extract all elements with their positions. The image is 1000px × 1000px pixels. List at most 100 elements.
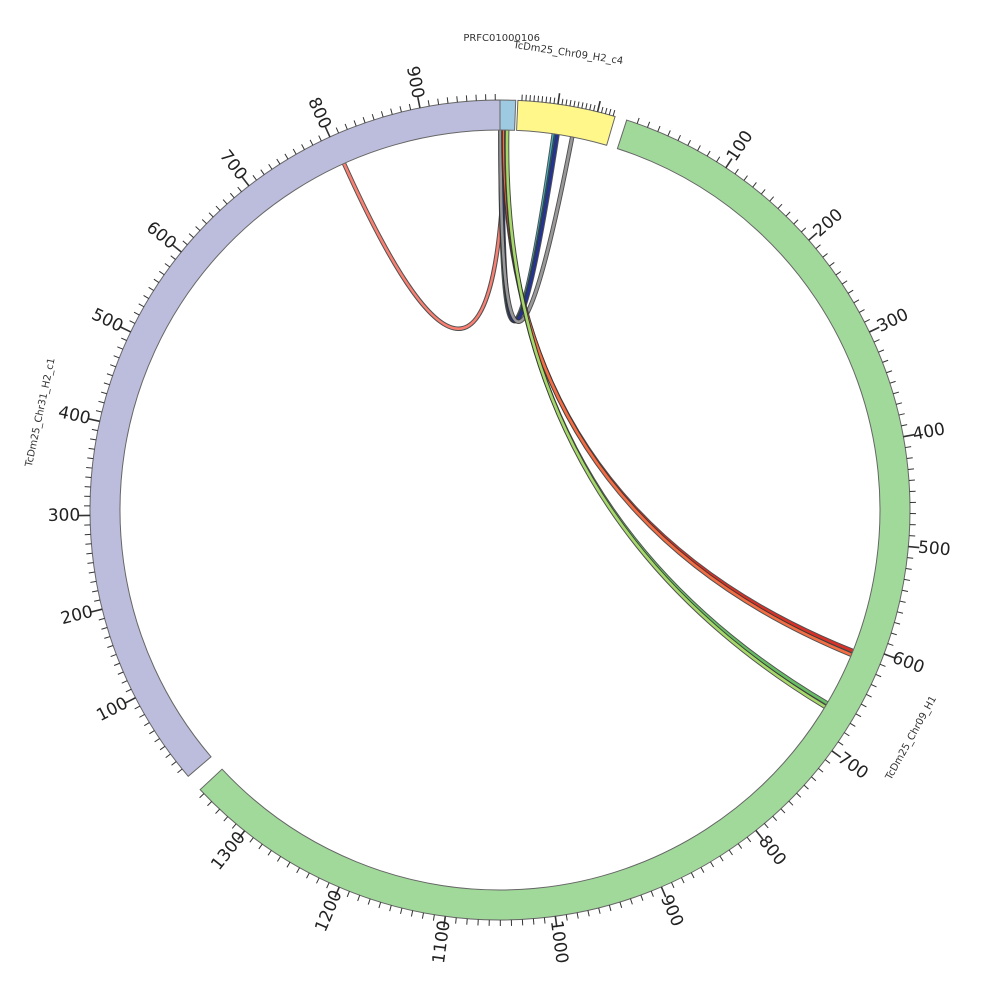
- tick-h1-1200: [334, 886, 340, 898]
- tick-c1-890: [408, 103, 412, 110]
- tick-h1-530: [903, 578, 911, 581]
- tick-h1-550: [899, 600, 906, 603]
- tick-h1-350: [889, 380, 896, 384]
- tick-c1-730: [268, 163, 273, 170]
- tick-h1-290: [864, 318, 870, 323]
- tick-label-h1-800: 800: [754, 832, 790, 870]
- tick-c1-820: [344, 123, 348, 130]
- tick-c1-160: [107, 645, 114, 648]
- tick-h1-200: [808, 232, 818, 241]
- tick-c1-120: [121, 680, 128, 684]
- tick-label-h1-1300: 1300: [207, 828, 250, 874]
- tick-c1-80: [139, 713, 145, 718]
- tick-c1-110: [125, 688, 132, 693]
- tick-h1-1190: [346, 891, 350, 898]
- tick-h1-70: [697, 145, 701, 151]
- tick-h1-710: [824, 759, 831, 764]
- tick-h1-740: [803, 784, 809, 790]
- tick-h1-640: [866, 693, 872, 698]
- tick-h1-750: [796, 792, 802, 798]
- tick-c1-150: [110, 653, 117, 658]
- tick-c1-720: [260, 169, 265, 175]
- tick-h1-730: [810, 776, 817, 782]
- tick-h1-1150: [389, 905, 392, 912]
- tick-label-h1-600: 600: [890, 648, 927, 678]
- tick-c1-650: [208, 212, 214, 218]
- tick-c1-630: [195, 226, 201, 231]
- tick-label-c1-300: 300: [48, 506, 81, 526]
- tick-c1-810: [335, 127, 340, 134]
- tick-c1-170: [104, 636, 111, 639]
- ideogram-c1: [89, 99, 501, 777]
- tick-c1-850: [371, 113, 375, 120]
- tick-c1-430: [100, 391, 107, 395]
- chromosome-label-h1: TcDm25_Chr09_H1: [883, 694, 939, 783]
- link-prfc-c1-0: [342, 129, 507, 330]
- tick-h1-20: [647, 121, 651, 128]
- tick-h1-410: [905, 446, 912, 449]
- tick-c1-770: [301, 144, 305, 150]
- tick-h1-1010: [543, 917, 546, 924]
- tick-c1-60: [149, 730, 155, 735]
- tick-c1-30: [165, 753, 171, 758]
- tick-c1-900: [417, 96, 421, 109]
- tick-c1-350: [86, 466, 93, 469]
- tick-h1-1110: [432, 914, 435, 921]
- tick-c1-360: [87, 457, 94, 460]
- tick-h1-540: [901, 589, 909, 592]
- tick-c1-50: [154, 738, 160, 743]
- tick-c1-100: [125, 697, 136, 704]
- tick-h1-140: [760, 189, 766, 195]
- tick-h1-420: [906, 457, 913, 459]
- tick-c1-580: [164, 263, 171, 268]
- tick-c4-200: [596, 100, 601, 112]
- link-outline-0: [341, 129, 508, 331]
- ideogram-c4: [516, 99, 616, 146]
- tick-h1-390: [901, 424, 908, 427]
- ideograms-layer: [89, 99, 911, 921]
- tick-h1-680: [844, 732, 850, 737]
- tick-c1-880: [399, 106, 402, 113]
- tick-c1-390: [91, 428, 98, 432]
- labels-layer: 100 200 300 400 500 600 700 800 900 1000 1100 1200 1…: [24, 33, 952, 965]
- tick-c4-220: [604, 107, 608, 114]
- tick-h1-1230: [306, 872, 310, 879]
- tick-c1-860: [380, 111, 384, 118]
- tick-h1-630: [870, 683, 877, 688]
- tick-label-h1-300: 300: [874, 305, 912, 337]
- tick-c1-930: [446, 97, 449, 104]
- tick-h1-120: [743, 175, 748, 181]
- tick-h1-1170: [367, 898, 371, 905]
- tick-h1-150: [769, 196, 775, 202]
- tick-c1-500: [120, 326, 132, 333]
- tick-c1-520: [133, 311, 140, 316]
- link-prfc-h1-8: [505, 130, 826, 708]
- tick-c1-260: [86, 552, 93, 555]
- tick-h1-50: [677, 134, 681, 141]
- tick-label-h1-100: 100: [723, 127, 758, 165]
- tick-c4-70: [545, 96, 548, 103]
- tick-h1-1180: [357, 895, 361, 902]
- tick-c4-90: [553, 97, 556, 104]
- tick-h1-170: [785, 211, 791, 217]
- tick-h1-400: [903, 433, 915, 438]
- tick-c1-70: [144, 722, 150, 727]
- tick-h1-870: [690, 872, 695, 879]
- tick-c1-830: [353, 120, 357, 127]
- tick-c4-170: [585, 103, 588, 110]
- tick-h1-1280: [258, 843, 263, 850]
- tick-h1-300: [869, 326, 880, 333]
- chromosome-label-c1: TcDm25_Chr31_H2_c1: [24, 357, 58, 469]
- tick-c4-110: [561, 98, 564, 105]
- tick-c1-840: [362, 117, 366, 123]
- tick-h1-900: [660, 886, 667, 898]
- tick-h1-270: [853, 299, 860, 304]
- tick-h1-30: [657, 125, 661, 132]
- tick-c4-230: [608, 108, 612, 115]
- tick-h1-890: [671, 882, 675, 889]
- tick-c4-190: [593, 104, 596, 111]
- tick-c1-140: [113, 662, 120, 666]
- tick-label-c1-100: 100: [93, 693, 131, 726]
- tick-h1-1290: [249, 837, 254, 843]
